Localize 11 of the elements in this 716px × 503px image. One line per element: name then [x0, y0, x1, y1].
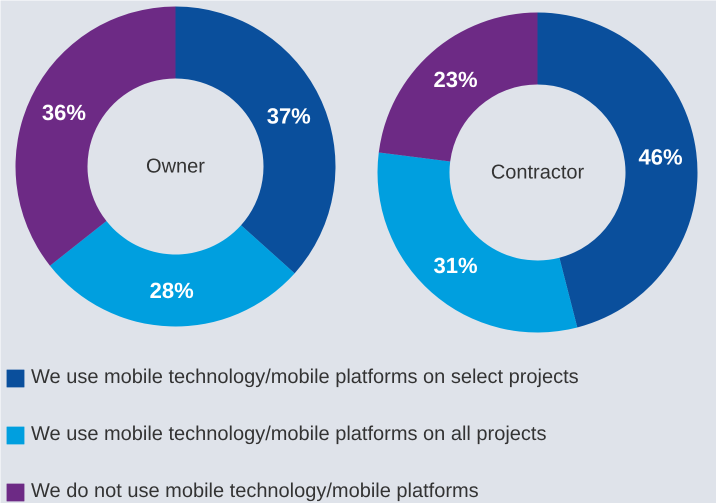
legend-label: We do not use mobile technology/mobile platforms [31, 480, 479, 503]
data-label: 23% [433, 66, 478, 92]
legend-label: We use mobile technology/mobile platforms on select projects [31, 366, 579, 389]
data-label: 28% [150, 278, 194, 303]
slice-label: Owner [146, 156, 206, 178]
data-label: 37% [266, 103, 311, 128]
slice-label: Contractor [490, 162, 585, 184]
legend-label: We use mobile technology/mobile platforms on all projects [31, 423, 546, 446]
data-label: 36% [42, 100, 86, 125]
data-label: 31% [433, 253, 478, 278]
data-label: 46% [638, 144, 683, 170]
